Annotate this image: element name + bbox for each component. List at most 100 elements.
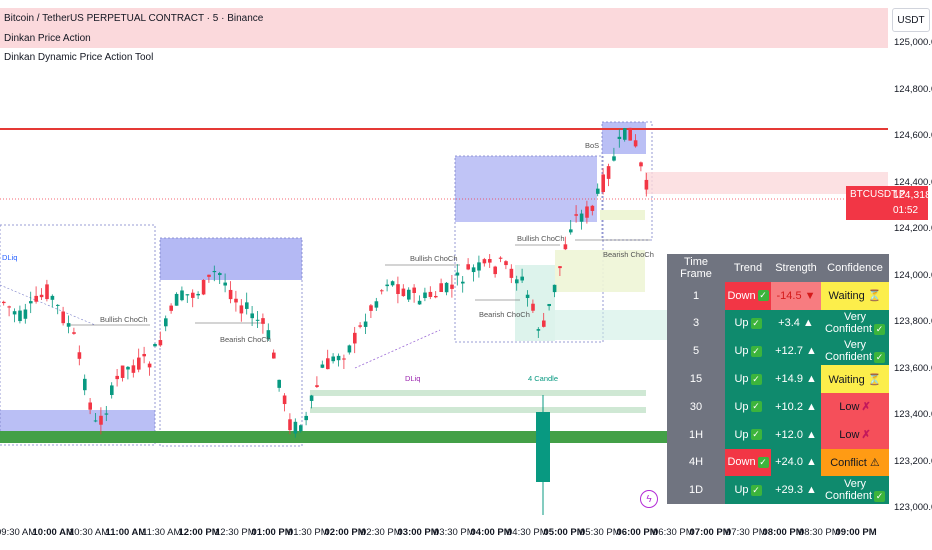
trend-cell: Up ✓	[725, 309, 771, 338]
candle-body	[304, 415, 308, 421]
annotation-4-candle: 4 Candle	[528, 374, 559, 383]
check-icon: ✓	[750, 345, 762, 357]
time-tick: 08:00 PM	[762, 527, 804, 538]
candle-body	[493, 266, 497, 275]
time-tick: 04:30 PM	[507, 527, 548, 538]
time-tick: 02:30 PM	[361, 527, 402, 538]
trend-cell: Up ✓	[725, 365, 771, 393]
price-tick: 124,400.0	[894, 176, 932, 188]
table-row: 30 Up ✓ +10.2 ▲ Low ✗	[667, 392, 889, 421]
bearish-order-block-1	[160, 238, 302, 280]
time-tick: 04:00 PM	[470, 527, 512, 538]
candle-body	[158, 340, 163, 346]
indicator-label-1[interactable]: Dinkan Price Action	[4, 33, 91, 44]
price-chart[interactable]	[0, 0, 890, 520]
last-price-value: 124,318.1	[893, 189, 932, 201]
time-tick: 01:00 PM	[251, 527, 293, 538]
candle-body	[12, 311, 17, 315]
candle-body	[174, 293, 179, 306]
trend-cell: Up ✓	[725, 337, 771, 366]
candle-body	[234, 298, 238, 303]
price-tick: 123,000.0	[894, 502, 932, 513]
candle-body	[596, 188, 600, 194]
candle-body	[34, 295, 38, 302]
symbol-title[interactable]: Bitcoin / TetherUS PERPETUAL CONTRACT · …	[4, 13, 264, 24]
price-tick: 124,200.0	[894, 223, 932, 234]
candle-body	[439, 283, 443, 293]
candle-body	[623, 128, 627, 140]
table-row: 15 Up ✓ +14.9 ▲ Waiting ⏳	[667, 365, 889, 393]
table-header-cell: Strength	[775, 261, 817, 274]
trend-cell: Down ✓	[725, 281, 771, 310]
candle-body	[218, 273, 222, 276]
table-header-cell: Time Frame	[680, 255, 712, 280]
table-row: 1D Up ✓ +29.3 ▲ Very Confident ✓	[667, 476, 889, 505]
table-row: 1H Up ✓ +12.0 ▲ Low ✗	[667, 420, 889, 449]
price-tick: 125,000.0	[894, 37, 932, 48]
candle-body	[245, 302, 249, 309]
time-tick: 10:30 AM	[69, 527, 110, 538]
candle-body	[191, 292, 195, 298]
check-icon: ✓	[874, 490, 886, 502]
candle-body	[461, 281, 465, 284]
candle-body	[18, 310, 22, 322]
candle-body	[153, 343, 157, 347]
candle-body	[444, 282, 449, 293]
candle-body	[293, 421, 298, 434]
candle-body	[525, 294, 530, 299]
currency-button[interactable]: USDT	[892, 8, 930, 32]
candle-body	[61, 311, 65, 324]
candle-body	[585, 206, 589, 218]
candle-body	[39, 294, 44, 298]
bar-countdown: 01:52	[893, 205, 919, 216]
candle-body	[77, 352, 82, 359]
timeframe-cell: 3	[692, 317, 700, 330]
trend-cell: Up ✓	[725, 392, 771, 421]
time-tick: 06:00 PM	[616, 527, 658, 538]
candle-body	[552, 284, 557, 293]
timeframe-cell: 1H	[688, 428, 704, 441]
table-header-cell: Trend	[733, 261, 763, 274]
candle-body	[266, 330, 271, 340]
confidence-label: Low	[839, 401, 860, 414]
candle-body	[558, 266, 562, 269]
candle-body	[2, 301, 6, 304]
candle-body	[633, 140, 638, 147]
confidence-label: Very Confident	[824, 339, 873, 364]
confidence-cell: Waiting ⏳	[821, 281, 889, 310]
strength-cell: +10.2 ▲	[771, 392, 821, 421]
strength-cell: +29.3 ▲	[771, 476, 821, 505]
candle-body	[115, 375, 119, 380]
candle-body	[520, 276, 524, 281]
candle-body	[93, 420, 98, 422]
candle-body	[326, 358, 330, 370]
candle-body	[390, 281, 395, 286]
candle-body	[228, 289, 233, 300]
check-icon: ✓	[750, 401, 762, 413]
candle-body	[72, 332, 76, 334]
indicator-label-2[interactable]: Dinkan Dynamic Price Action Tool	[4, 52, 154, 63]
candle-body	[320, 364, 325, 368]
cross-icon: ✗	[861, 429, 871, 442]
candle-body	[239, 305, 244, 314]
timeframe-cell: 5	[692, 345, 700, 358]
candle-body	[126, 366, 130, 370]
candle-body	[639, 162, 643, 167]
trend-label: Up	[734, 400, 749, 413]
candle-body	[477, 262, 481, 271]
lightning-icon[interactable]: ϟ	[640, 490, 658, 508]
confidence-label: Very Confident	[824, 311, 873, 336]
candle-body	[536, 329, 541, 331]
candle-body	[120, 365, 125, 378]
candle-body	[288, 419, 292, 431]
table-row: 1 Down ✓ -14.5 ▼ Waiting ⏳	[667, 281, 889, 310]
candle-body	[515, 279, 519, 284]
confidence-label: Conflict ⚠	[830, 456, 880, 469]
candle-body	[385, 284, 389, 287]
annotation-bullish-choch-3: Bullish ChoCh	[517, 234, 565, 243]
bullish-order-block-1	[0, 410, 155, 432]
strength-cell: +3.4 ▲	[771, 309, 821, 338]
candle-body	[185, 294, 190, 296]
timeframe-cell: 4H	[688, 456, 704, 469]
annotation-dliq-left: DLiq	[2, 253, 18, 262]
